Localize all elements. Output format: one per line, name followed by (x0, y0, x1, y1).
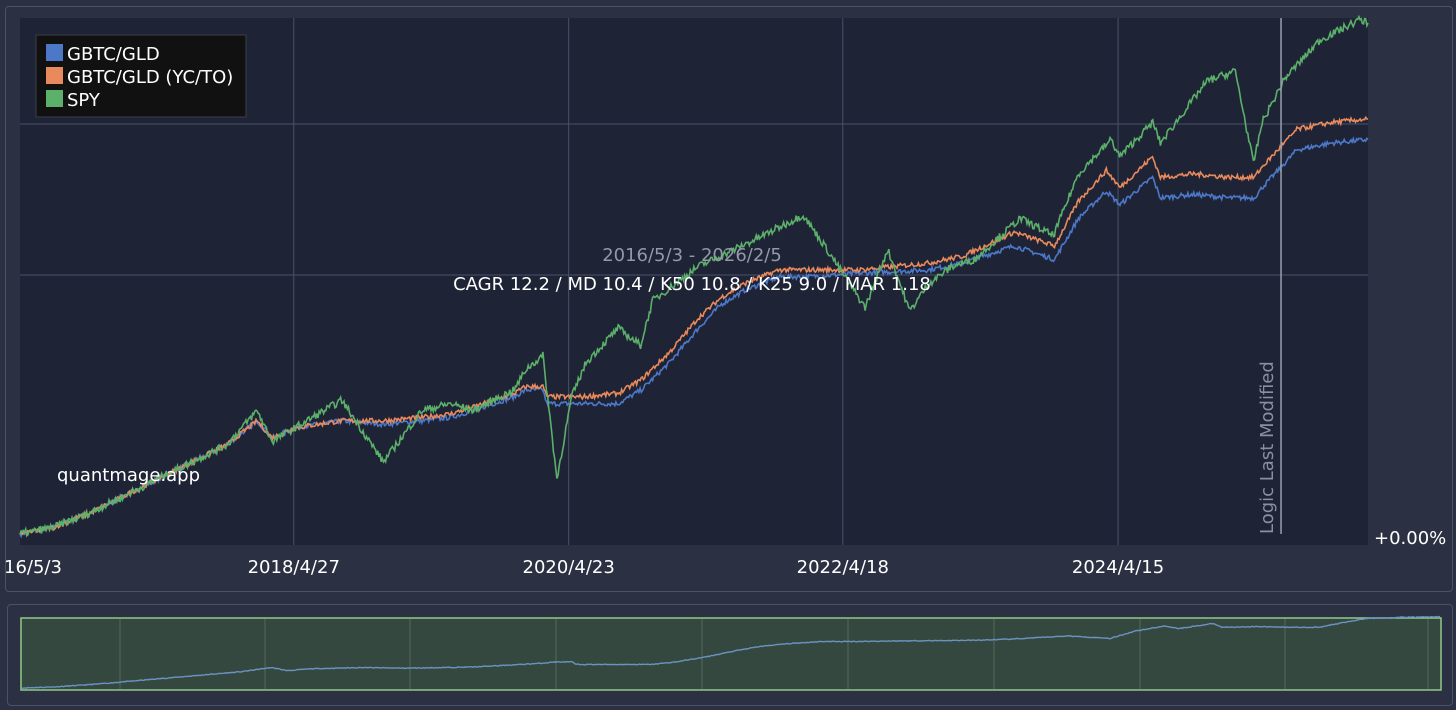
horizontal-gridlines (20, 123, 1368, 276)
navigator-gridlines (119, 619, 1429, 689)
legend-swatch-gbtc-gld (46, 44, 63, 61)
series-line-spy (19, 14, 1369, 537)
series-line-gbtc-gld-yc-to (19, 115, 1368, 538)
watermark-label: quantmage.app (57, 465, 200, 486)
legend-swatch-spy (46, 90, 63, 107)
vertical-gridlines (293, 18, 1119, 545)
x-tick-label: 2024/4/15 (1072, 557, 1164, 578)
x-tick-label: 16/5/3 (4, 557, 62, 578)
logic-last-modified-label: Logic Last Modified (1257, 361, 1278, 534)
y-axis-zero-label: +0.00% (1374, 528, 1446, 549)
x-tick-label: 2018/4/27 (248, 557, 340, 578)
navigator-selection[interactable] (20, 617, 1442, 691)
x-tick-label: 2020/4/23 (523, 557, 615, 578)
navigator-series-line (21, 615, 1441, 690)
stats-label: CAGR 12.2 / MD 10.4 / K50 10.8 / K25 9.0… (453, 274, 931, 295)
legend-label-spy[interactable]: SPY (67, 90, 101, 111)
legend-box (35, 34, 247, 118)
legend[interactable]: GBTC/GLD GBTC/GLD (YC/TO) SPY (35, 34, 247, 118)
legend-label-gbtc-gld-yc-to[interactable]: GBTC/GLD (YC/TO) (67, 67, 233, 88)
range-navigator[interactable] (20, 615, 1442, 691)
series-layer (19, 14, 1369, 539)
date-range-label: 2016/5/3 - 2026/2/5 (602, 245, 782, 266)
legend-swatch-gbtc-gld-yc-to (46, 67, 63, 84)
legend-label-gbtc-gld[interactable]: GBTC/GLD (67, 44, 160, 65)
x-tick-label: 2022/4/18 (797, 557, 889, 578)
x-axis-labels: 16/5/3 2018/4/27 2020/4/23 2022/4/18 2024/4/… (4, 557, 1164, 578)
series-line-gbtc-gld (19, 135, 1369, 539)
